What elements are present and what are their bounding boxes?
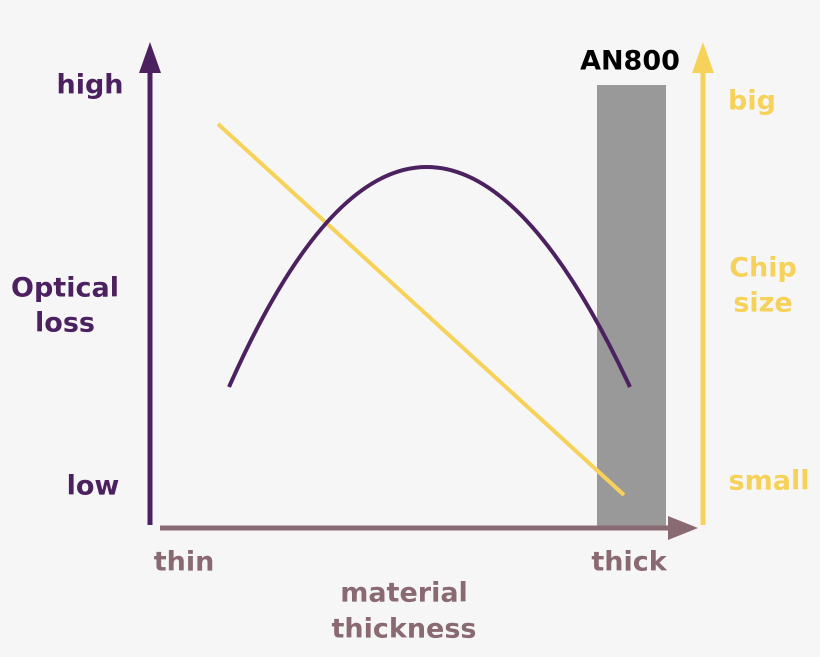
optical-loss-curve <box>227 165 632 388</box>
right-high-label: big <box>728 86 776 117</box>
left-high-label: high <box>56 70 123 101</box>
right-axis-title: size <box>733 288 792 319</box>
left-axis-title: loss <box>35 308 95 339</box>
x-low-label: thin <box>154 547 215 578</box>
x-axis-title: material <box>340 578 468 609</box>
chip-size-line <box>216 122 626 497</box>
right-low-label: small <box>729 466 810 497</box>
left-low-label: low <box>67 471 120 502</box>
right-axis-title: Chip <box>729 253 797 284</box>
highlight-band <box>597 85 666 530</box>
x-high-label: thick <box>591 547 667 578</box>
left-axis-title: Optical <box>11 273 119 304</box>
highlight-label: AN800 <box>580 46 680 77</box>
left-axis-arrow <box>139 42 161 73</box>
x-axis-arrow <box>668 516 698 540</box>
x-axis-title: thickness <box>331 614 476 645</box>
right-axis-arrow <box>692 42 714 73</box>
